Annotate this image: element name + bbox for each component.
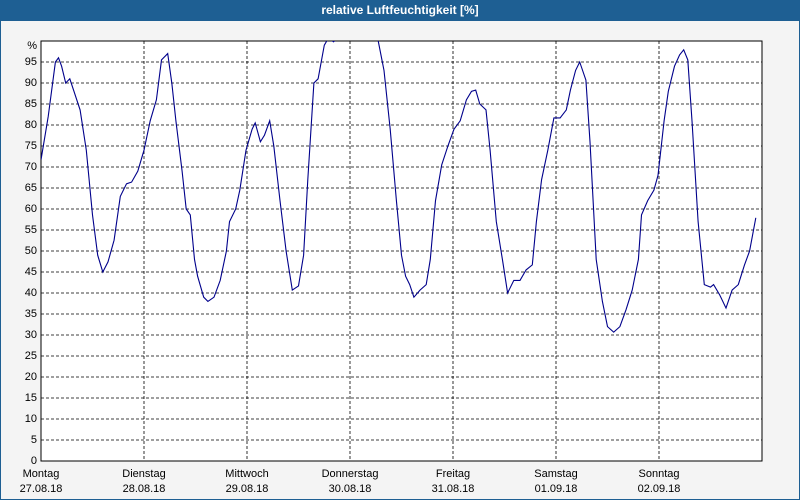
y-tick-label: 90 (25, 77, 37, 89)
y-tick-label: 85 (25, 98, 37, 110)
y-tick-label: 25 (25, 350, 37, 362)
y-tick-label: 75 (25, 140, 37, 152)
y-tick-label: 35 (25, 308, 37, 320)
y-tick-label: 60 (25, 203, 37, 215)
x-tick-label: 01.09.18 (535, 483, 578, 495)
x-tick-label: Donnerstag (322, 468, 379, 480)
y-tick-label: 95 (25, 56, 37, 68)
y-tick-label: 5 (31, 434, 37, 446)
x-tick-label: Sonntag (639, 468, 680, 480)
y-tick-label: 65 (25, 182, 37, 194)
x-tick-label: Dienstag (122, 468, 165, 480)
x-tick-label: 31.08.18 (432, 483, 475, 495)
data-line (41, 41, 757, 333)
x-tick-label: 27.08.18 (20, 483, 63, 495)
y-tick-label: 50 (25, 245, 37, 257)
x-tick-label: Mittwoch (225, 468, 268, 480)
y-tick-label: 20 (25, 371, 37, 383)
x-tick-label: Montag (23, 468, 60, 480)
x-tick-label: Samstag (534, 468, 577, 480)
x-tick-label: 02.09.18 (638, 483, 681, 495)
y-tick-label: 0 (31, 455, 37, 467)
x-tick-label: 28.08.18 (123, 483, 166, 495)
y-tick-label: 40 (25, 287, 37, 299)
y-tick-label: 10 (25, 413, 37, 425)
y-tick-label: 45 (25, 266, 37, 278)
y-tick-label: 80 (25, 119, 37, 131)
title-bar (0, 0, 800, 21)
y-tick-label: 55 (25, 224, 37, 236)
y-tick-label: 70 (25, 161, 37, 173)
y-tick-label: % (27, 40, 37, 52)
x-tick-label: Freitag (436, 468, 470, 480)
x-tick-label: 29.08.18 (226, 483, 269, 495)
x-tick-label: 30.08.18 (329, 483, 372, 495)
y-tick-label: 15 (25, 392, 37, 404)
y-tick-label: 30 (25, 329, 37, 341)
chart-title: relative Luftfeuchtigkeit [%] (321, 3, 478, 17)
